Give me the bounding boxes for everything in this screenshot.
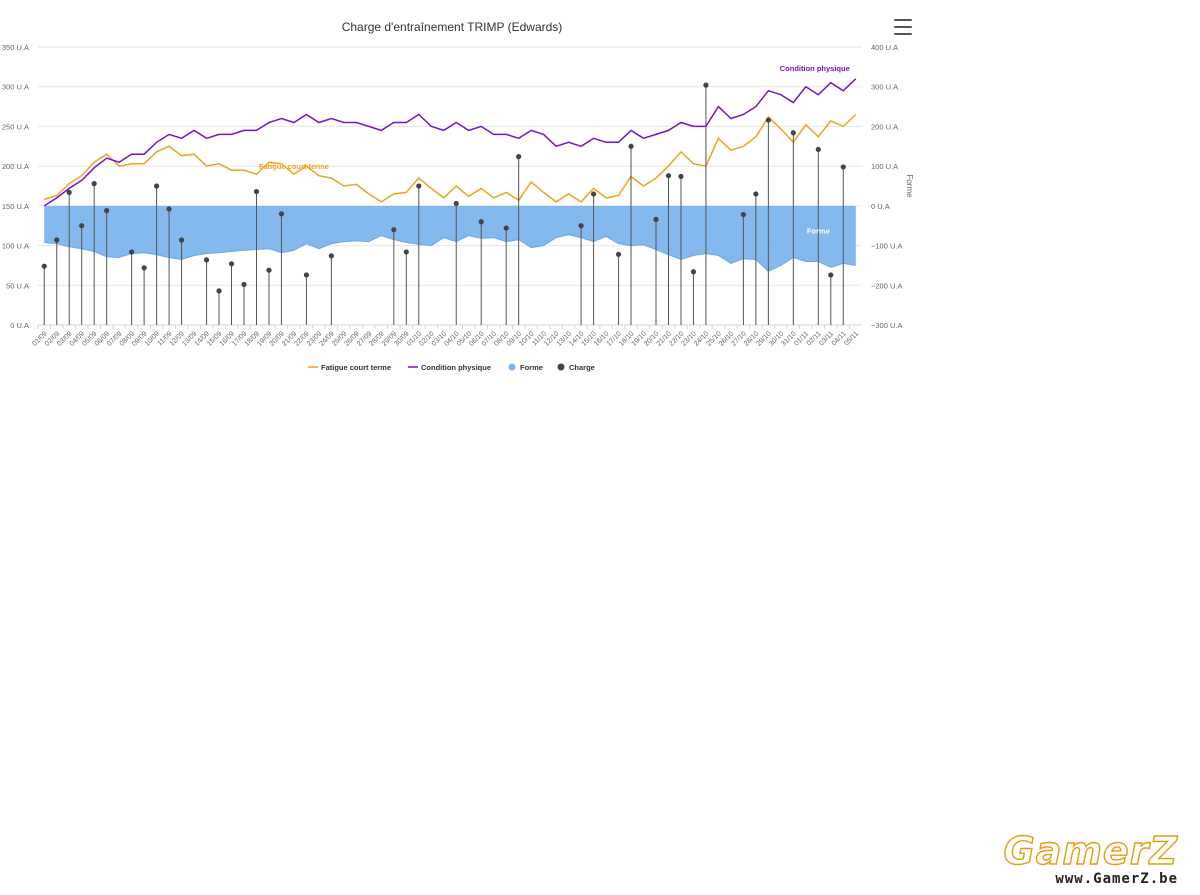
charge-point <box>665 173 672 179</box>
charge-point <box>503 225 509 231</box>
legend-item-label: Condition physique <box>421 363 491 372</box>
charge-point <box>453 200 459 207</box>
charge-point <box>129 249 135 255</box>
charge-point <box>703 82 709 88</box>
charge-point <box>753 191 759 197</box>
charge-point <box>615 251 622 257</box>
right-axis-tick-label: 0 U.A <box>871 202 890 211</box>
left-axis-tick-label: 150 U.A <box>2 202 29 211</box>
legend-item-label: Forme <box>520 363 543 372</box>
right-axis-title: Forme <box>905 174 914 198</box>
charge-point <box>178 237 185 243</box>
watermark-logo: GamerZ <box>1003 829 1178 873</box>
charge-point <box>516 154 522 160</box>
charge-point <box>228 261 235 267</box>
charge-point <box>416 183 422 189</box>
annotation-condition: Condition physique <box>780 64 850 73</box>
charge-point <box>104 208 110 214</box>
charge-point <box>166 206 172 212</box>
charge-point <box>154 183 160 189</box>
charge-point <box>403 249 409 255</box>
left-axis-tick-label: 350 U.A <box>2 43 29 52</box>
charge-point <box>840 164 846 170</box>
chart-title: Charge d'entraînement TRIMP (Edwards) <box>342 20 563 34</box>
charge-point <box>54 237 60 243</box>
legend-item-label: Fatigue court terme <box>321 363 391 372</box>
charge-point <box>253 188 260 195</box>
charge-point <box>41 263 47 269</box>
charge-point <box>690 269 697 275</box>
trimp-chart: Charge d'entraînement TRIMP (Edwards) 0 U… <box>0 0 915 380</box>
right-axis-tick-label: 200 U.A <box>871 122 898 131</box>
left-axis-tick-label: 250 U.A <box>2 122 29 131</box>
left-axis-tick-label: 50 U.A <box>6 281 29 290</box>
chart-canvas: Charge d'entraînement TRIMP (Edwards) 0 U… <box>2 20 914 372</box>
right-axis-tick-label: −100 U.A <box>871 242 902 251</box>
watermark-url: www.GamerZ.be <box>1055 871 1178 887</box>
charge-point <box>203 257 210 263</box>
series-forme-area <box>44 205 856 272</box>
right-axis-tick-label: 100 U.A <box>871 162 898 171</box>
charge-point <box>241 281 247 288</box>
series-condition-line <box>43 78 857 207</box>
charge-point <box>66 189 72 195</box>
x-axis-tick-label: 05/11 <box>843 330 860 347</box>
series-fatigue-line <box>43 113 857 203</box>
series-forme-line <box>44 234 856 273</box>
annotation-fatigue: Fatigue court terme <box>259 162 329 171</box>
charge-point <box>653 216 659 222</box>
charge-point <box>828 272 834 278</box>
left-axis-tick-label: 200 U.A <box>2 162 29 171</box>
charge-point <box>790 130 796 136</box>
right-axis-tick-label: 300 U.A <box>871 83 898 92</box>
right-axis-tick-label: 400 U.A <box>871 43 898 52</box>
chart-menu-icon[interactable] <box>890 16 916 38</box>
charge-point <box>141 265 147 271</box>
watermark: GamerZ www.GamerZ.be <box>1003 829 1179 887</box>
charge-point <box>303 272 310 278</box>
charge-point <box>278 211 285 217</box>
legend-item-label: Charge <box>569 363 595 372</box>
charge-point <box>765 117 771 123</box>
legend-symbol <box>508 363 516 371</box>
charge-point <box>79 223 85 229</box>
charge-point <box>91 181 97 187</box>
charge-point <box>628 143 634 149</box>
charge-point <box>391 227 397 233</box>
left-axis-tick-label: 0 U.A <box>10 321 29 330</box>
right-axis-tick-label: −200 U.A <box>871 281 902 290</box>
charge-point <box>815 146 821 153</box>
annotation-forme: Forme <box>807 227 830 236</box>
left-axis-tick-label: 100 U.A <box>2 242 29 251</box>
charge-point <box>266 267 272 273</box>
charge-point <box>578 223 584 229</box>
right-axis-tick-label: −300 U.A <box>871 321 902 330</box>
left-axis-tick-label: 300 U.A <box>2 83 29 92</box>
charge-point <box>678 173 684 180</box>
charge-point <box>590 191 597 197</box>
legend-symbol <box>557 363 565 371</box>
charge-point <box>328 253 334 259</box>
charge-point <box>478 219 484 225</box>
charge-point <box>216 288 222 294</box>
charge-point <box>740 211 746 218</box>
